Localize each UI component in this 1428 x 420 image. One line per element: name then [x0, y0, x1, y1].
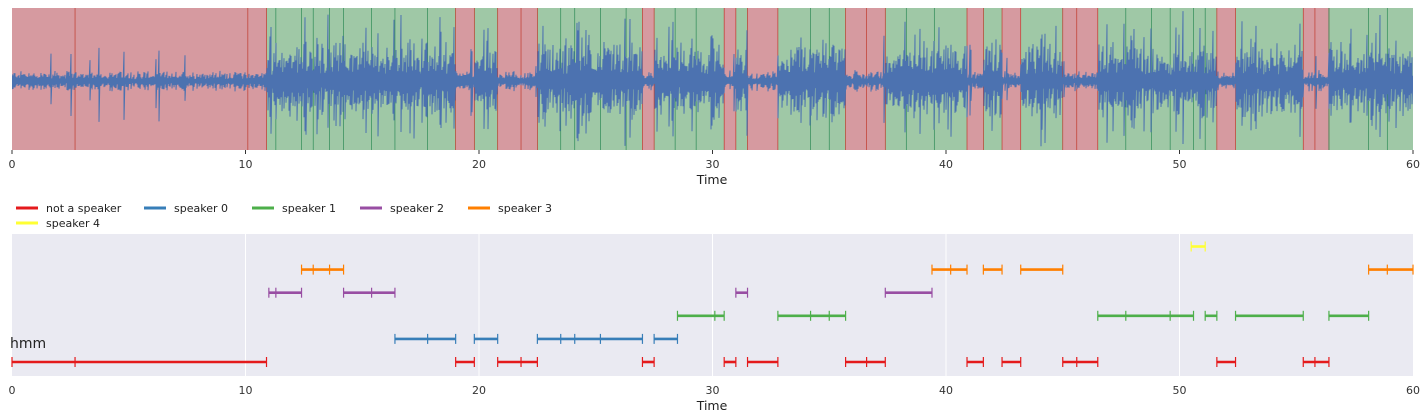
- speaker-series-speaker-2: [268, 287, 933, 298]
- waveform-x-tick-label: 60: [1406, 158, 1420, 171]
- timeline-x-tick-label: 20: [472, 384, 486, 397]
- legend-entry: speaker 0: [144, 202, 228, 215]
- timeline-x-tick-label: 50: [1173, 384, 1187, 397]
- waveform-x-tick-label: 30: [706, 158, 720, 171]
- legend-entry: speaker 4: [16, 217, 100, 230]
- speaker-series-speaker-4: [1190, 241, 1206, 252]
- waveform-x-axis-label: Time: [696, 172, 728, 187]
- waveform-x-tick-label: 0: [9, 158, 16, 171]
- timeline-annotation: hmm: [10, 336, 46, 352]
- timeline-x-axis: 0 10 20 30 40 50 60: [9, 384, 1421, 397]
- timeline-x-tick-label: 60: [1406, 384, 1420, 397]
- speaker-series-speaker-3: [300, 264, 1414, 275]
- legend-entry: speaker 2: [360, 202, 444, 215]
- timeline-x-tick-label: 30: [706, 384, 720, 397]
- legend-label: not a speaker: [46, 202, 122, 215]
- legend-label: speaker 3: [498, 202, 552, 215]
- speaker-segments-layer: [11, 241, 1414, 367]
- legend-entry: speaker 3: [468, 202, 552, 215]
- timeline-x-tick-label: 40: [939, 384, 953, 397]
- legend: not a speaker speaker 0 speaker 1 speaker 2…: [16, 202, 552, 230]
- waveform-panel: 0 10 20 30 40 50 60 Time: [9, 8, 1420, 187]
- waveform-x-axis: 0 10 20 30 40 50 60: [9, 150, 1420, 171]
- timeline-x-tick-label: 10: [239, 384, 253, 397]
- timeline-x-tick-label: 0: [9, 384, 16, 397]
- legend-label: speaker 0: [174, 202, 228, 215]
- audio-waveform: [12, 11, 1413, 147]
- speaker-timeline-panel: hmm 0 10 20 30 40 50 60 Time: [9, 234, 1421, 413]
- legend-entry: speaker 1: [252, 202, 336, 215]
- waveform-x-tick-label: 40: [939, 158, 953, 171]
- legend-label: speaker 1: [282, 202, 336, 215]
- waveform-x-tick-label: 10: [239, 158, 253, 171]
- legend-entry: not a speaker: [16, 202, 122, 215]
- speaker-series-speaker-1: [676, 310, 1370, 321]
- legend-label: speaker 2: [390, 202, 444, 215]
- speaker-series-not-a-speaker: [11, 357, 1330, 367]
- waveform-x-tick-label: 50: [1173, 158, 1187, 171]
- timeline-x-axis-label: Time: [696, 398, 728, 413]
- legend-label: speaker 4: [46, 217, 100, 230]
- timeline-gridlines: [245, 234, 1180, 376]
- speaker-series-speaker-0: [394, 333, 679, 344]
- waveform-x-tick-label: 20: [472, 158, 486, 171]
